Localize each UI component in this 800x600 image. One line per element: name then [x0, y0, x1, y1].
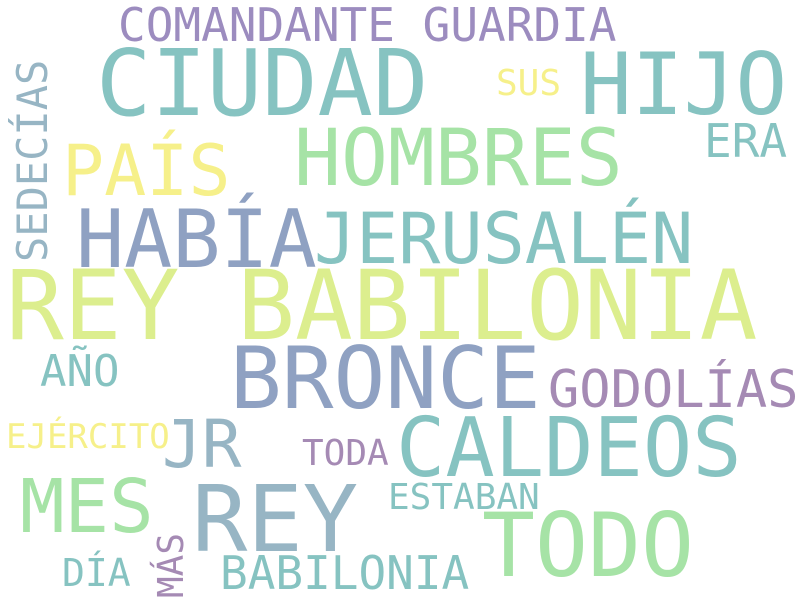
word-toda: TODA — [302, 433, 389, 474]
word-pais: PAÍS — [62, 130, 231, 212]
word-godolias: GODOLÍAS — [548, 360, 799, 420]
word-mas: MÁS — [151, 532, 192, 598]
word-rey: REY — [192, 466, 359, 573]
word-bronce: BRONCE — [230, 329, 541, 429]
word-todo: TODO — [482, 494, 694, 597]
word-ano: AÑO — [40, 346, 120, 397]
word-jr: JR — [162, 406, 242, 483]
word-hombres: HOMBRES — [294, 114, 623, 204]
word-caldeos: CALDEOS — [396, 401, 742, 496]
word-jerusalen: JERUSALÉN — [314, 198, 694, 280]
word-ejercito: EJÉRCITO — [6, 417, 170, 457]
word-era: ERA — [704, 114, 788, 168]
word-habia: HABÍA — [76, 193, 317, 286]
word-hijo: HIJO — [580, 35, 788, 135]
word-sedecias: SEDECÍAS — [8, 59, 57, 262]
word-babilonia: BABILONIA — [220, 546, 470, 600]
word-sus: SUS — [496, 63, 562, 104]
word-mes: MES — [20, 464, 154, 550]
word-ciudad: CIUDAD — [96, 30, 429, 137]
word-estaban: ESTABAN — [388, 477, 540, 518]
word-comandante-guardia: COMANDANTE GUARDIA — [118, 0, 617, 52]
word-dia: DÍA — [62, 551, 131, 595]
word-rey-babilonia: REY BABILONIA — [6, 250, 758, 362]
